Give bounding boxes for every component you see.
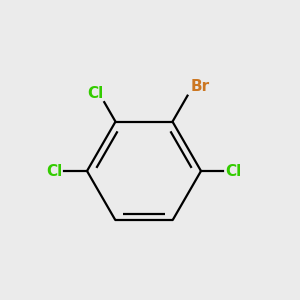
Text: Cl: Cl (47, 164, 63, 178)
Text: Cl: Cl (225, 164, 241, 178)
Text: Cl: Cl (87, 86, 104, 101)
Text: Br: Br (190, 79, 210, 94)
